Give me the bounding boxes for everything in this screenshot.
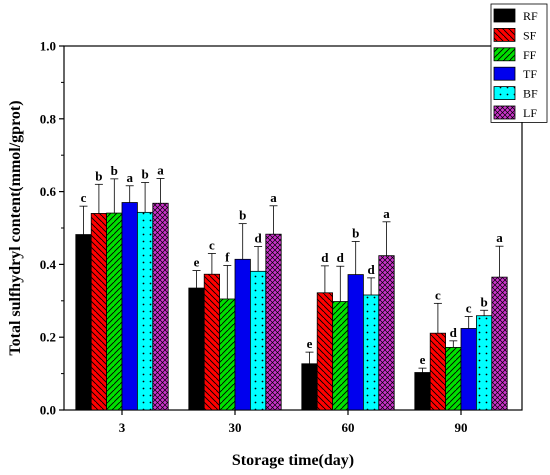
legend-swatch-pattern-BF <box>494 86 515 100</box>
x-tick-label: 60 <box>342 420 355 435</box>
bar-RF-60 <box>301 363 318 411</box>
legend: RF SF FF TF BF LF <box>490 3 548 123</box>
significance-letter: b <box>239 208 246 223</box>
bar-pattern-FF-60 <box>332 301 348 410</box>
bar-pattern-LF-90 <box>491 277 508 410</box>
y-tick-label: 0.6 <box>40 184 57 199</box>
significance-letter: c <box>466 300 472 315</box>
bar-RF-90 <box>414 372 431 411</box>
bar-pattern-FF-30 <box>219 298 235 410</box>
x-tick-label: 30 <box>229 420 242 435</box>
bar-pattern-BF-3 <box>137 212 153 410</box>
legend-label: TF <box>523 67 537 81</box>
significance-letter: a <box>157 162 164 177</box>
bar-pattern-SF-60 <box>317 292 333 410</box>
legend-label: LF <box>523 106 537 120</box>
significance-letter: d <box>337 250 345 265</box>
bar-pattern-LF-60 <box>378 255 395 410</box>
bar-pattern-BF-90 <box>476 315 492 410</box>
x-axis-title: Storage time(day) <box>232 452 354 469</box>
significance-letter: c <box>209 237 215 252</box>
significance-letter: e <box>194 255 200 270</box>
bar-pattern-BF-30 <box>250 271 266 410</box>
significance-letter: d <box>321 250 329 265</box>
y-tick-label: 0.2 <box>40 330 56 345</box>
legend-label: BF <box>523 87 538 101</box>
significance-letter: b <box>352 225 359 240</box>
bar-TF-60 <box>347 274 364 411</box>
legend-swatch-pattern-SF <box>494 28 515 42</box>
legend-swatch-pattern-LF <box>494 106 515 119</box>
bar-pattern-FF-90 <box>445 347 461 410</box>
y-axis-title: Total sulfhydryl content(mmol/gprot) <box>7 100 24 355</box>
bar-pattern-FF-3 <box>106 213 122 410</box>
significance-letter: b <box>95 168 102 183</box>
bar-pattern-LF-30 <box>265 234 282 410</box>
bar-TF-90 <box>460 328 477 411</box>
bar-RF-30 <box>188 287 205 411</box>
significance-letter: a <box>126 170 133 185</box>
bar-pattern-SF-90 <box>430 333 446 410</box>
significance-letter: d <box>254 231 262 246</box>
bar-pattern-BF-60 <box>363 294 379 410</box>
x-tick-label: 3 <box>119 420 126 435</box>
significance-letter: a <box>270 190 277 205</box>
legend-swatch-RF <box>493 8 516 23</box>
significance-letter: d <box>367 262 375 277</box>
legend-swatch-pattern-FF <box>494 47 515 61</box>
y-tick-label: 1.0 <box>40 39 56 54</box>
significance-letter: e <box>307 336 313 351</box>
significance-letter: d <box>450 325 458 340</box>
legend-label: FF <box>523 48 537 62</box>
y-tick-label: 0.0 <box>40 403 56 418</box>
y-tick-label: 0.8 <box>40 111 57 126</box>
significance-letter: a <box>496 230 503 245</box>
bar-TF-30 <box>234 258 251 411</box>
significance-letter: c <box>81 190 87 205</box>
legend-swatch-TF <box>493 66 516 81</box>
bar-RF-3 <box>75 234 92 411</box>
significance-letter: f <box>225 249 230 264</box>
significance-letter: c <box>435 287 441 302</box>
significance-letter: e <box>420 352 426 367</box>
x-tick-label: 90 <box>455 420 468 435</box>
significance-letter: a <box>383 206 390 221</box>
y-tick-label: 0.4 <box>40 257 57 272</box>
significance-letter: b <box>141 167 148 182</box>
bar-pattern-SF-30 <box>204 274 220 410</box>
significance-letter: b <box>111 163 118 178</box>
significance-letter: b <box>480 294 487 309</box>
bar-pattern-LF-3 <box>152 203 169 410</box>
legend-box <box>490 3 548 123</box>
legend-label: RF <box>523 9 538 23</box>
legend-label: SF <box>523 28 537 42</box>
bar-pattern-SF-3 <box>91 213 107 410</box>
bar-TF-3 <box>121 202 138 411</box>
